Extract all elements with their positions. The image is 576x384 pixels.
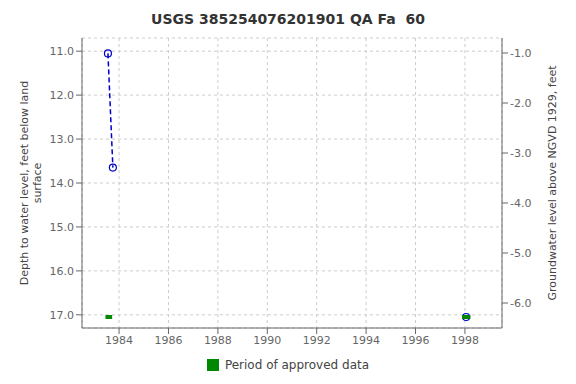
svg-text:11.0: 11.0 [50, 45, 75, 58]
svg-text:Groundwater level above NGVD 1: Groundwater level above NGVD 1929, feet [546, 65, 559, 301]
svg-text:1992: 1992 [303, 334, 331, 347]
svg-text:14.0: 14.0 [50, 177, 75, 190]
svg-text:1988: 1988 [204, 334, 232, 347]
svg-text:13.0: 13.0 [50, 133, 75, 146]
svg-text:1994: 1994 [352, 334, 380, 347]
svg-text:-5.0: -5.0 [510, 247, 531, 260]
svg-text:1996: 1996 [402, 334, 430, 347]
svg-text:15.0: 15.0 [50, 221, 75, 234]
svg-text:16.0: 16.0 [50, 265, 75, 278]
svg-text:Depth to water level, feet bel: Depth to water level, feet below landsur… [18, 81, 44, 286]
html-text:Period of approved data: Period of approved data [224, 358, 370, 372]
svg-text:-2.0: -2.0 [510, 97, 531, 110]
svg-text:-1.0: -1.0 [510, 47, 531, 60]
svg-text:1990: 1990 [253, 334, 281, 347]
svg-text:1998: 1998 [451, 334, 479, 347]
svg-text:12.0: 12.0 [50, 89, 75, 102]
svg-text:-3.0: -3.0 [510, 147, 531, 160]
svg-text:1986: 1986 [154, 334, 182, 347]
svg-text:-6.0: -6.0 [510, 297, 531, 310]
html-text:USGS 385254076201901 QA Fa 60: USGS 385254076201901 QA Fa 60 [151, 11, 425, 27]
svg-text:1984: 1984 [105, 334, 133, 347]
svg-text:-4.0: -4.0 [510, 197, 531, 210]
svg-text:17.0: 17.0 [50, 309, 75, 322]
